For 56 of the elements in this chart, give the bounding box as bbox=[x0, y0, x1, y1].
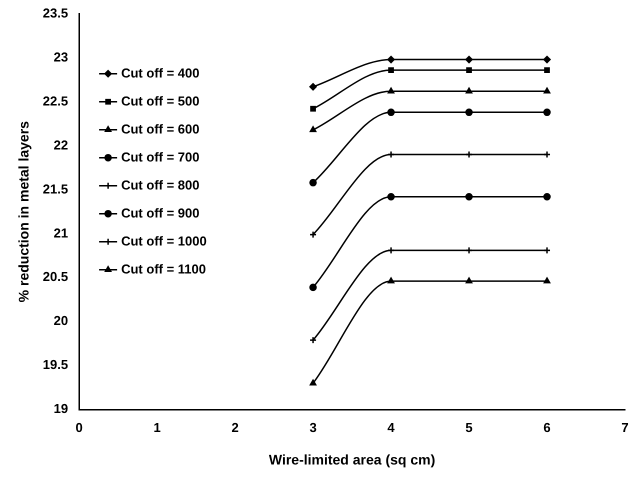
x-tick-label: 0 bbox=[75, 420, 83, 435]
y-tick-label: 23.5 bbox=[42, 5, 68, 20]
y-axis-title: % reduction in metal layers bbox=[15, 120, 32, 302]
y-tick-label: 23 bbox=[54, 49, 68, 64]
point bbox=[309, 284, 317, 292]
point bbox=[387, 108, 395, 116]
point bbox=[543, 193, 551, 200]
x-tick-label: 2 bbox=[231, 420, 239, 435]
y-tick-label: 19 bbox=[54, 401, 68, 416]
legend-label: Cut off = 1100 bbox=[121, 261, 206, 276]
x-tick-label: 7 bbox=[621, 420, 629, 435]
point bbox=[544, 277, 550, 284]
point bbox=[388, 277, 394, 284]
legend-label: Cut off = 500 bbox=[121, 93, 200, 108]
point bbox=[466, 67, 472, 73]
point bbox=[544, 87, 550, 94]
x-tick-label: 3 bbox=[309, 420, 317, 435]
point bbox=[543, 56, 551, 64]
x-tick-label: 6 bbox=[543, 420, 551, 435]
point bbox=[466, 277, 472, 284]
y-tick-label: 22.5 bbox=[42, 93, 68, 108]
y-tick-label: 21.5 bbox=[42, 181, 68, 196]
legend-label: Cut off = 600 bbox=[121, 121, 200, 136]
point bbox=[310, 106, 316, 112]
point bbox=[387, 56, 395, 64]
point bbox=[388, 67, 394, 73]
y-tick-label: 19.5 bbox=[42, 357, 68, 372]
y-tick-label: 20.5 bbox=[42, 269, 68, 284]
legend-label: Cut off = 800 bbox=[121, 177, 200, 192]
point bbox=[388, 87, 394, 94]
legend-label: Cut off = 400 bbox=[121, 65, 200, 80]
y-tick-label: 20 bbox=[54, 313, 68, 328]
point bbox=[544, 67, 550, 73]
x-tick-label: 1 bbox=[153, 420, 161, 435]
point bbox=[465, 56, 473, 64]
point bbox=[387, 193, 395, 200]
x-axis-title: Wire-limited area (sq cm) bbox=[268, 451, 436, 468]
point bbox=[310, 379, 316, 386]
x-tick-label: 4 bbox=[387, 420, 396, 435]
point bbox=[465, 108, 473, 116]
point bbox=[465, 150, 473, 158]
point bbox=[387, 150, 395, 158]
x-tick-label: 5 bbox=[465, 420, 473, 435]
point bbox=[543, 108, 551, 116]
point bbox=[465, 246, 473, 254]
point bbox=[310, 126, 316, 132]
point bbox=[465, 193, 473, 200]
legend-label: Cut off = 1000 bbox=[121, 233, 207, 248]
legend-label: Cut off = 900 bbox=[121, 205, 200, 220]
point bbox=[466, 87, 472, 94]
point bbox=[309, 83, 317, 91]
y-tick-label: 21 bbox=[54, 225, 68, 240]
point bbox=[309, 178, 317, 186]
point bbox=[387, 246, 395, 254]
legend-label: Cut off = 700 bbox=[121, 149, 200, 164]
y-tick-label: 22 bbox=[54, 137, 68, 152]
